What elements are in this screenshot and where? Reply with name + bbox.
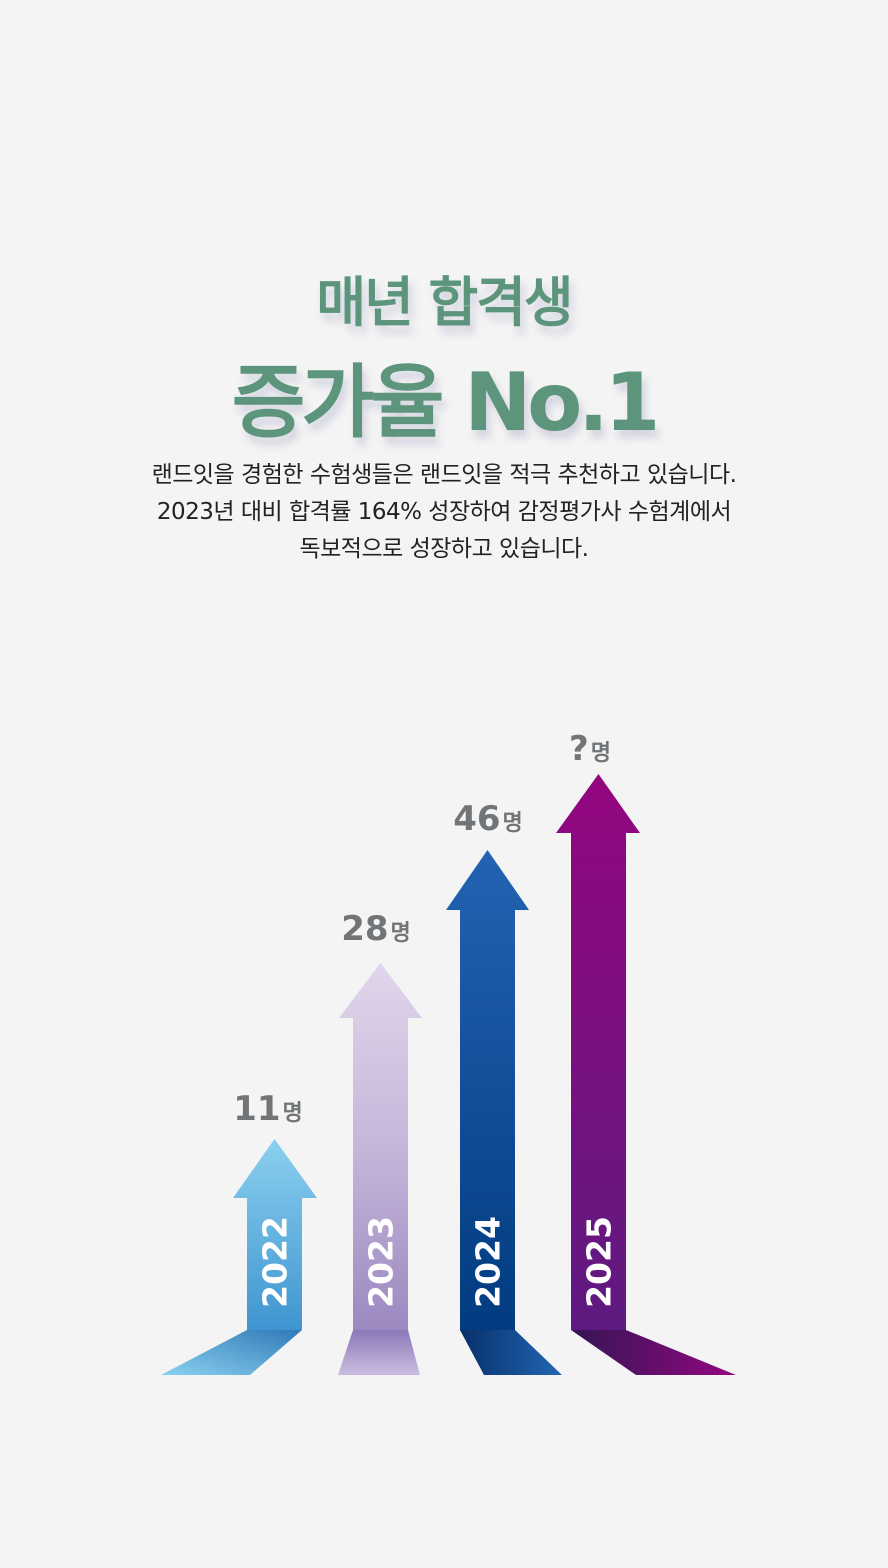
arrow-bar [556, 774, 640, 1330]
description-line: 랜드잇을 경험한 수험생들은 랜드잇을 적극 추천하고 있습니다. [151, 462, 737, 488]
arrow-base-shadow [338, 1330, 420, 1375]
year-label: 2025 [580, 1216, 619, 1308]
heading-line-2: 증가율 No.1 [231, 356, 661, 449]
value-label: ?명 [569, 729, 611, 769]
arrow-base-shadow [571, 1330, 736, 1375]
value-label: 46명 [453, 799, 523, 839]
value-label: 11명 [233, 1089, 303, 1129]
arrow-bar [446, 850, 529, 1330]
year-label: 2022 [256, 1216, 295, 1308]
heading-line-1: 매년 합격생 [316, 271, 573, 334]
year-label: 2023 [362, 1216, 401, 1308]
arrow-bar [339, 963, 422, 1330]
description-line: 독보적으로 성장하고 있습니다. [299, 536, 589, 562]
year-label: 2024 [469, 1216, 508, 1308]
arrow-base-shadow [161, 1330, 302, 1375]
arrow-base-shadow [460, 1330, 562, 1375]
description: 랜드잇을 경험한 수험생들은 랜드잇을 적극 추천하고 있습니다. 2023년 … [0, 457, 888, 568]
arrow-bar [233, 1139, 317, 1330]
value-label: 28명 [341, 909, 411, 949]
description-line: 2023년 대비 합격률 164% 성장하여 감정평가사 수험계에서 [156, 499, 732, 525]
